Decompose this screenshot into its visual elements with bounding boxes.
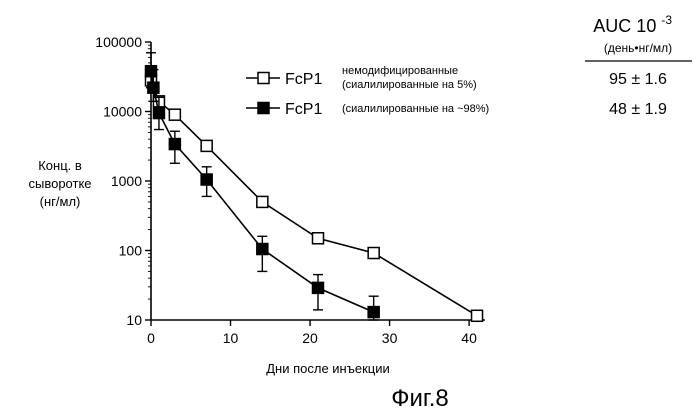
data-point [169, 139, 180, 150]
data-point [313, 282, 324, 293]
auc-header: AUC 10 -3 [593, 13, 672, 36]
data-point [153, 108, 164, 119]
y-axis-label: (нг/мл) [40, 194, 81, 209]
x-tick-label: 20 [302, 330, 318, 346]
data-point [472, 310, 483, 321]
legend-note: (сиалилированные на ~98%) [342, 103, 489, 115]
x-tick-label: 0 [147, 330, 155, 346]
legend-note: (сиалилированные на 5%) [342, 79, 477, 91]
auc-table: AUC 10 -3 (день•нг/мл) 95 ± 1.6 48 ± 1.9 [585, 13, 692, 118]
data-point [201, 174, 212, 185]
y-axis-label: Конц. в [38, 158, 82, 173]
x-tick-label: 10 [223, 330, 239, 346]
legend-marker [258, 103, 269, 114]
x-tick-label: 30 [382, 330, 398, 346]
legend-marker [258, 73, 269, 84]
plot-area [146, 53, 483, 322]
data-point [169, 109, 180, 120]
y-tick-label: 10 [126, 312, 142, 328]
series-2 [146, 53, 380, 320]
auc-units: (день•нг/мл) [604, 41, 672, 55]
legend-series-name: FcP1 [285, 101, 322, 118]
data-point [257, 244, 268, 255]
y-tick-label: 100 [119, 243, 143, 259]
y-axis-label: сыворотке [28, 176, 91, 191]
figure-caption: Фиг.8 [391, 385, 449, 412]
auc-value: 48 ± 1.9 [609, 101, 667, 118]
y-tick-label: 100000 [95, 34, 142, 50]
data-point [146, 66, 157, 77]
data-point [368, 307, 379, 318]
data-point [257, 196, 268, 207]
data-point [368, 248, 379, 259]
y-tick-label: 1000 [111, 173, 142, 189]
y-tick-label: 10000 [103, 104, 142, 120]
x-axis-label: Дни после инъекции [266, 361, 390, 376]
x-tick-label: 40 [461, 330, 477, 346]
legend: FcP1 немодифицированные (сиалилированные н… [246, 65, 489, 118]
data-point [201, 140, 212, 151]
legend-note: немодифицированные [342, 65, 458, 77]
auc-value: 95 ± 1.6 [609, 71, 667, 88]
legend-series-name: FcP1 [285, 71, 322, 88]
data-point [148, 82, 159, 93]
data-point [313, 233, 324, 244]
